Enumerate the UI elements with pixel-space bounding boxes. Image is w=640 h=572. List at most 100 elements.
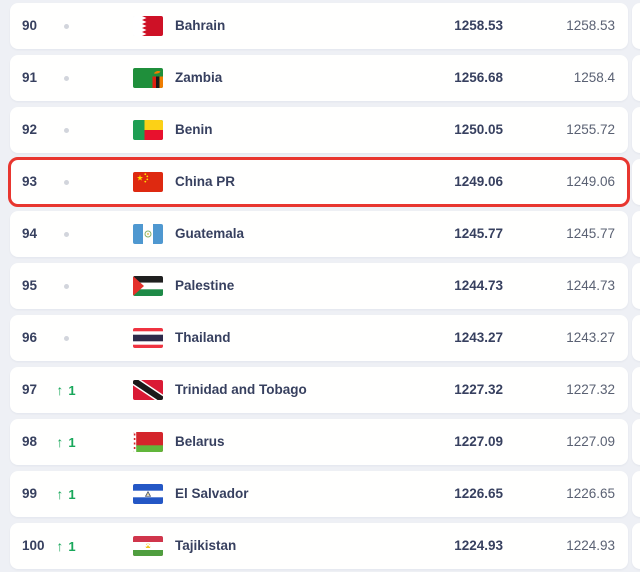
- rank-up-arrow-icon: ↑: [56, 382, 64, 398]
- team-name: Benin: [175, 122, 213, 137]
- rank-change-amount: 1: [68, 538, 76, 554]
- ranking-row-card[interactable]: 98 ↑ 1 Belarus 1227.09 1227.09: [10, 419, 628, 465]
- team-name: Tajikistan: [175, 538, 237, 553]
- ranking-row-card[interactable]: 97 ↑ 1 Trinidad and Tobago 1227.32 1227.…: [10, 367, 628, 413]
- no-change-dot-icon: [63, 127, 69, 133]
- team-name: El Salvador: [175, 486, 249, 501]
- rank-number: 100: [22, 538, 45, 553]
- team-name: Palestine: [175, 278, 235, 293]
- rank-number: 90: [22, 18, 38, 33]
- rank-change-indicator: ↑ 1: [42, 471, 90, 517]
- next-column-card-edge: [632, 107, 640, 153]
- flag-icon-tajikistan: [133, 536, 163, 556]
- ranking-row-card[interactable]: 94 Guatemala 1245.77 1245.77: [10, 211, 628, 257]
- previous-points: 1255.72: [566, 122, 615, 137]
- flag-icon-el-salvador: [133, 484, 163, 504]
- rank-change-indicator: ↑ 1: [42, 367, 90, 413]
- no-change-dot-icon: [63, 231, 69, 237]
- ranking-row[interactable]: 100 ↑ 1 Tajikistan 1224.93 1224.93: [0, 523, 640, 569]
- next-column-card-edge: [632, 523, 640, 569]
- ranking-row[interactable]: 92 Benin 1250.05 1255.72: [0, 107, 640, 153]
- next-column-card-edge: [632, 471, 640, 517]
- rank-change-indicator: [42, 159, 90, 205]
- ranking-row[interactable]: 99 ↑ 1 El Salvador 1226.65 1226.65: [0, 471, 640, 517]
- no-change-dot-icon: [63, 283, 69, 289]
- flag-icon-guatemala: [133, 224, 163, 244]
- ranking-row-card[interactable]: 90 Bahrain 1258.53 1258.53: [10, 3, 628, 49]
- ranking-row[interactable]: 97 ↑ 1 Trinidad and Tobago 1227.32 1227.…: [0, 367, 640, 413]
- rank-number: 98: [22, 434, 38, 449]
- team-name: Thailand: [175, 330, 231, 345]
- total-points: 1227.09: [454, 434, 503, 449]
- rank-number: 93: [22, 174, 38, 189]
- previous-points: 1227.32: [566, 382, 615, 397]
- rank-number: 95: [22, 278, 38, 293]
- previous-points: 1224.93: [566, 538, 615, 553]
- rank-change-indicator: [42, 263, 90, 309]
- next-column-card-edge: [632, 315, 640, 361]
- total-points: 1256.68: [454, 70, 503, 85]
- flag-icon-palestine: [133, 276, 163, 296]
- total-points: 1244.73: [454, 278, 503, 293]
- team-name: Belarus: [175, 434, 225, 449]
- next-column-card-edge: [632, 211, 640, 257]
- rank-change-indicator: [42, 107, 90, 153]
- flag-icon-benin: [133, 120, 163, 140]
- rank-change-indicator: [42, 3, 90, 49]
- ranking-row-card[interactable]: 93 China PR 1249.06 1249.06: [8, 157, 630, 207]
- ranking-row[interactable]: 98 ↑ 1 Belarus 1227.09 1227.09: [0, 419, 640, 465]
- next-column-card-edge: [632, 3, 640, 49]
- ranking-row[interactable]: 91 Zambia 1256.68 1258.4: [0, 55, 640, 101]
- ranking-row-card[interactable]: 91 Zambia 1256.68 1258.4: [10, 55, 628, 101]
- rank-change-indicator: [42, 55, 90, 101]
- rank-change-indicator: ↑ 1: [42, 419, 90, 465]
- team-name: Bahrain: [175, 18, 226, 33]
- team-name: Guatemala: [175, 226, 245, 241]
- rank-up-arrow-icon: ↑: [56, 486, 64, 502]
- previous-points: 1243.27: [566, 330, 615, 345]
- no-change-dot-icon: [63, 179, 69, 185]
- flag-icon-thailand: [133, 328, 163, 348]
- flag-icon-belarus: [133, 432, 163, 452]
- previous-points: 1249.06: [566, 174, 615, 189]
- rank-up-arrow-icon: ↑: [56, 538, 64, 554]
- rank-change-indicator: [42, 211, 90, 257]
- previous-points: 1258.53: [566, 18, 615, 33]
- previous-points: 1227.09: [566, 434, 615, 449]
- rank-number: 97: [22, 382, 38, 397]
- flag-icon-zambia: [133, 68, 163, 88]
- next-column-card-edge: [632, 263, 640, 309]
- rank-number: 99: [22, 486, 38, 501]
- ranking-row-card[interactable]: 100 ↑ 1 Tajikistan 1224.93 1224.93: [10, 523, 628, 569]
- rank-up-arrow-icon: ↑: [56, 434, 64, 450]
- ranking-row-card[interactable]: 92 Benin 1250.05 1255.72: [10, 107, 628, 153]
- ranking-row[interactable]: 94 Guatemala 1245.77 1245.77: [0, 211, 640, 257]
- no-change-dot-icon: [63, 75, 69, 81]
- total-points: 1243.27: [454, 330, 503, 345]
- total-points: 1227.32: [454, 382, 503, 397]
- ranking-row[interactable]: 93 China PR 1249.06 1249.06: [0, 157, 640, 207]
- total-points: 1258.53: [454, 18, 503, 33]
- ranking-row[interactable]: 95 Palestine 1244.73 1244.73: [0, 263, 640, 309]
- team-name: China PR: [175, 174, 236, 189]
- rank-number: 94: [22, 226, 38, 241]
- rank-number: 91: [22, 70, 38, 85]
- rank-change-indicator: ↑ 1: [42, 523, 90, 569]
- ranking-row-card[interactable]: 95 Palestine 1244.73 1244.73: [10, 263, 628, 309]
- rank-number: 96: [22, 330, 38, 345]
- ranking-row[interactable]: 96 Thailand 1243.27 1243.27: [0, 315, 640, 361]
- team-name: Zambia: [175, 70, 223, 85]
- flag-icon-bahrain: [133, 16, 163, 36]
- rank-change-amount: 1: [68, 486, 76, 502]
- ranking-row[interactable]: 90 Bahrain 1258.53 1258.53: [0, 3, 640, 49]
- next-column-card-edge: [632, 55, 640, 101]
- rank-change-indicator: [42, 315, 90, 361]
- total-points: 1224.93: [454, 538, 503, 553]
- next-column-card-edge: [632, 367, 640, 413]
- ranking-row-card[interactable]: 99 ↑ 1 El Salvador 1226.65 1226.65: [10, 471, 628, 517]
- total-points: 1250.05: [454, 122, 503, 137]
- ranking-row-card[interactable]: 96 Thailand 1243.27 1243.27: [10, 315, 628, 361]
- previous-points: 1245.77: [566, 226, 615, 241]
- total-points: 1245.77: [454, 226, 503, 241]
